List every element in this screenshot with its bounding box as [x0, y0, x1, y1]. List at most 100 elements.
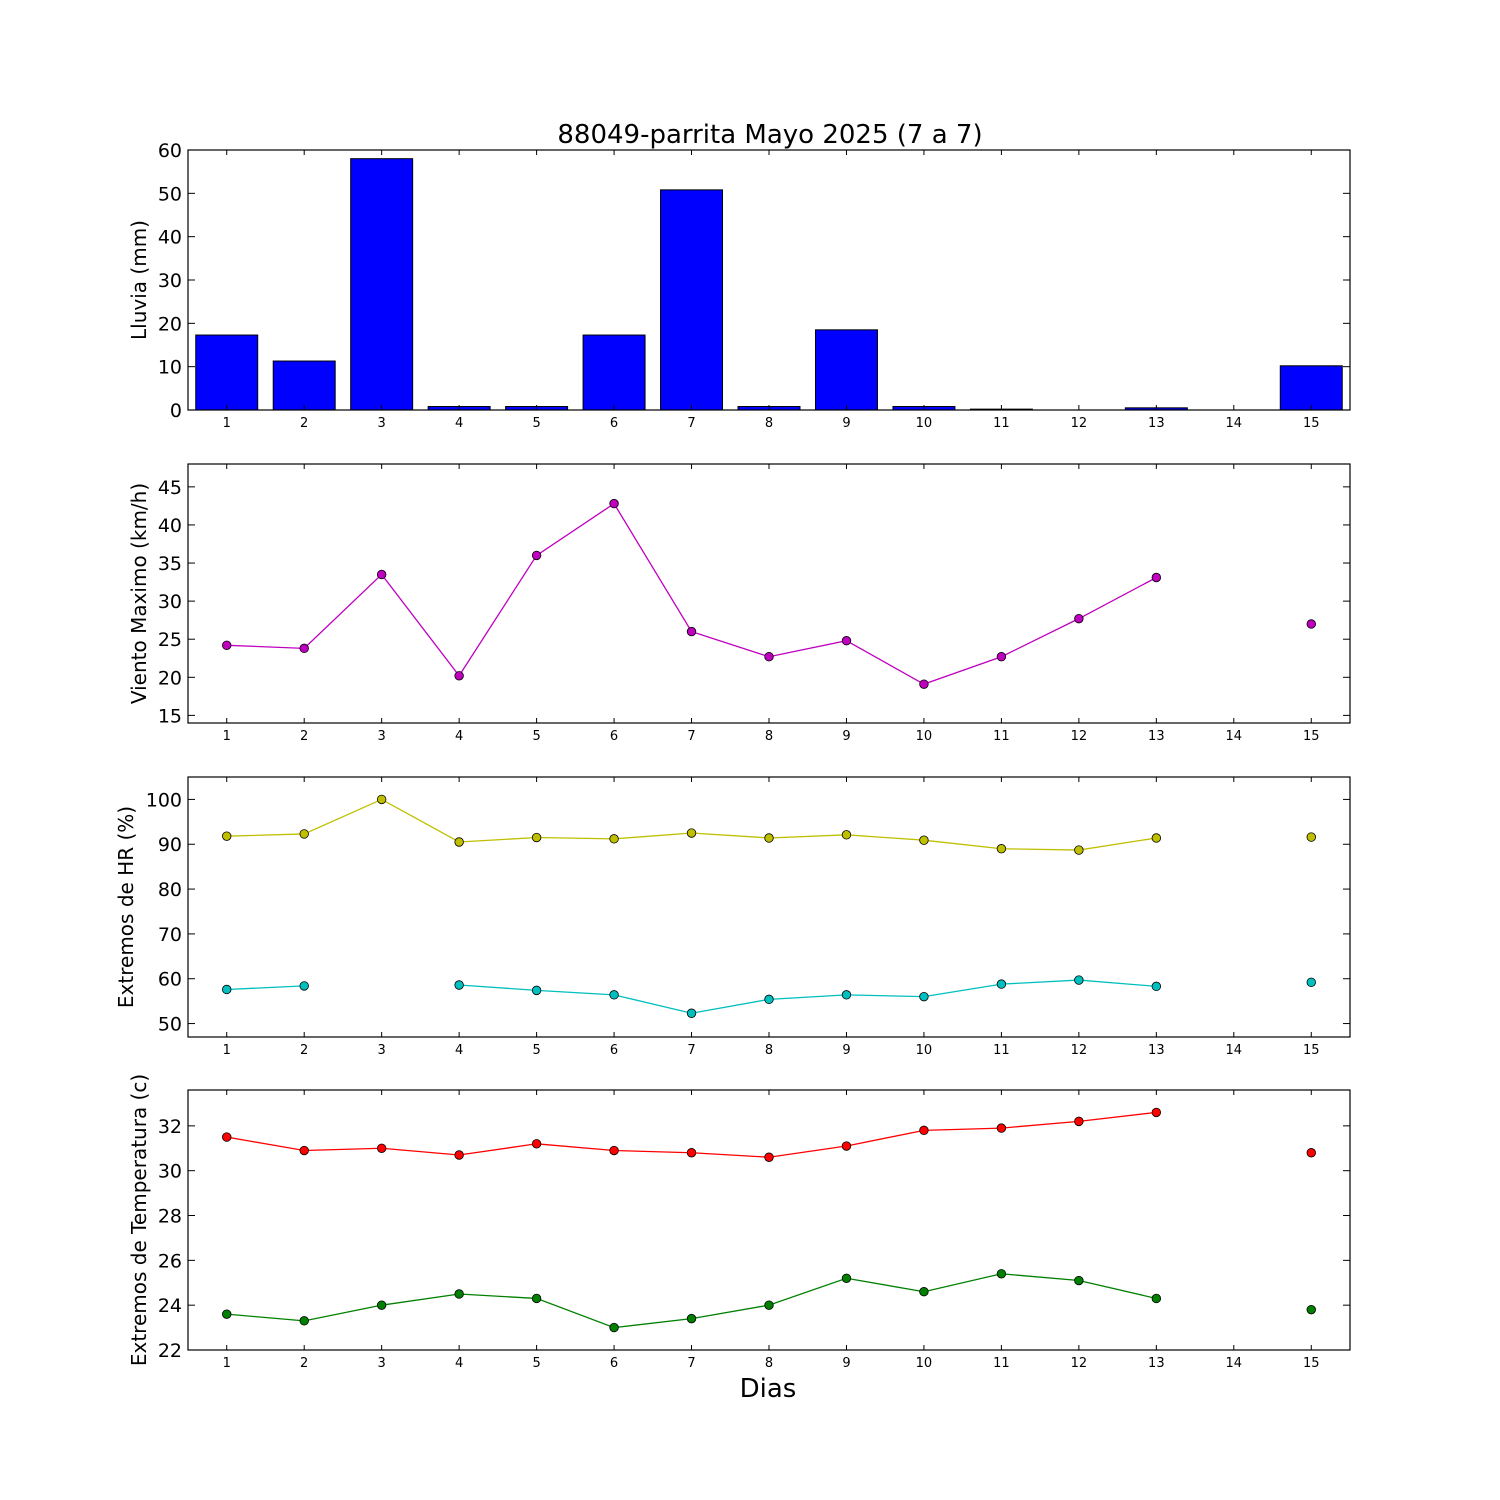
- rain-xtick-label: 10: [916, 416, 933, 431]
- rain-ytick-label: 40: [158, 227, 182, 249]
- humidity-series-0-point-day-6: [609, 834, 619, 844]
- humidity-series-1-point-day-7: [686, 1008, 697, 1018]
- wind-xtick-label: 11: [993, 729, 1010, 744]
- rain-bar-day-3: [350, 158, 414, 411]
- wind-series-0-point-day-3: [376, 569, 387, 580]
- temperature-xtick-label: 13: [1148, 1356, 1165, 1371]
- rain-ytick-label: 20: [158, 313, 182, 335]
- wind-series-0-point-day-4: [454, 671, 464, 681]
- temperature-xtick-label: 8: [765, 1356, 773, 1371]
- temperature-series-0-point-day-8: [764, 1152, 774, 1162]
- temperature-y-axis-label: Extremos de Temperatura (c): [127, 1074, 151, 1366]
- rain-xtick-label: 9: [842, 416, 850, 431]
- humidity-ytick-label: 50: [158, 1014, 182, 1036]
- temperature-series-0-point-day-3: [376, 1143, 387, 1153]
- rain-xtick-label: 8: [765, 416, 773, 431]
- temperature-xtick-label: 14: [1226, 1356, 1243, 1371]
- wind-series-0-point-day-5: [531, 550, 542, 561]
- humidity-series-1-point-day-2: [299, 981, 309, 991]
- temperature-series-1-point-day-15: [1306, 1304, 1316, 1315]
- temperature-series-1-point-day-10: [919, 1287, 929, 1297]
- temperature-series-1-point-day-5: [531, 1293, 542, 1304]
- humidity-series-0-point-day-9: [841, 830, 852, 840]
- temperature-series-0-point-day-9: [841, 1141, 852, 1151]
- wind-panel: 1 2 3 4 5 6 7 8 9 10 11 12 13 14 1515202530354045Vient…: [127, 463, 1351, 744]
- temperature-ytick-label: 28: [158, 1206, 182, 1228]
- humidity-series-1-point-day-13: [1151, 981, 1162, 992]
- x-axis-label: Dias: [740, 1374, 797, 1404]
- wind-series-0-point-day-13: [1151, 572, 1162, 583]
- rain-ytick-label: 30: [158, 270, 182, 292]
- humidity-series-0-point-day-11: [996, 844, 1007, 854]
- temperature-series-1-point-day-11: [996, 1269, 1007, 1279]
- humidity-series-1-point-day-5: [531, 985, 542, 996]
- wind-ytick-label: 20: [158, 667, 182, 689]
- humidity-series-0-point-day-10: [919, 835, 929, 845]
- temperature-panel: 1 2 3 4 5 6 7 8 9 10 11 12 13 14 15222426283032Extremo…: [127, 1074, 1351, 1371]
- rain-y-axis-label: Lluvia (mm): [127, 220, 151, 340]
- temperature-ytick-label: 32: [158, 1116, 182, 1138]
- wind-xtick-label: 15: [1303, 729, 1320, 744]
- temperature-ytick-label: 24: [158, 1295, 182, 1317]
- wind-series-0-point-day-2: [299, 643, 309, 654]
- temperature-xtick-label: 7: [687, 1356, 695, 1371]
- temperature-series-0-point-day-5: [531, 1139, 542, 1149]
- wind-xtick-label: 5: [532, 729, 540, 744]
- humidity-series-0-point-day-15: [1306, 832, 1316, 842]
- humidity-xtick-label: 4: [455, 1043, 463, 1058]
- temperature-series-1-point-day-3: [376, 1300, 387, 1310]
- humidity-series-1-line: [226, 985, 305, 991]
- wind-series-0-point-day-11: [996, 652, 1007, 662]
- temperature-series-1-point-day-9: [841, 1273, 852, 1283]
- humidity-series-1-point-day-1: [222, 984, 232, 995]
- rain-xtick-label: 15: [1303, 416, 1320, 431]
- temperature-xtick-label: 15: [1303, 1356, 1320, 1371]
- temperature-series-1-point-day-13: [1151, 1293, 1162, 1304]
- rain-xtick-label: 5: [532, 416, 540, 431]
- temperature-xtick-label: 12: [1071, 1356, 1088, 1371]
- humidity-xtick-label: 12: [1071, 1043, 1088, 1058]
- humidity-y-axis-label: Extremos de HR (%): [114, 806, 138, 1008]
- humidity-series-0-point-day-5: [531, 832, 542, 843]
- wind-xtick-label: 14: [1226, 729, 1243, 744]
- humidity-series-1-point-day-12: [1074, 975, 1084, 985]
- humidity-ytick-label: 100: [146, 789, 182, 811]
- wind-y-axis-label: Viento Maximo (km/h): [127, 483, 151, 704]
- temperature-series-0-point-day-1: [222, 1132, 232, 1142]
- rain-xtick-label: 2: [300, 416, 308, 431]
- humidity-series-1-line: [459, 979, 1157, 1014]
- wind-ytick-label: 30: [158, 591, 182, 613]
- humidity-series-0-point-day-2: [299, 829, 309, 839]
- humidity-series-0-point-day-13: [1151, 833, 1162, 843]
- temperature-xtick-label: 6: [610, 1356, 618, 1371]
- humidity-xtick-label: 13: [1148, 1043, 1165, 1058]
- humidity-series-0-point-day-3: [376, 794, 387, 805]
- humidity-xtick-label: 8: [765, 1043, 773, 1058]
- wind-series-0-point-day-8: [764, 652, 774, 662]
- humidity-xtick-label: 11: [993, 1043, 1010, 1058]
- wind-xtick-label: 13: [1148, 729, 1165, 744]
- humidity-xtick-label: 6: [610, 1043, 618, 1058]
- wind-ytick-label: 35: [158, 553, 182, 575]
- humidity-xtick-label: 3: [378, 1043, 386, 1058]
- temperature-xtick-label: 3: [378, 1356, 386, 1371]
- wind-xtick-label: 8: [765, 729, 773, 744]
- wind-series-0-point-day-15: [1306, 619, 1316, 629]
- temperature-series-0-point-day-2: [299, 1145, 309, 1156]
- rain-xtick-label: 3: [378, 416, 386, 431]
- humidity-ytick-label: 80: [158, 879, 182, 901]
- wind-series-0-point-day-6: [609, 498, 619, 509]
- rain-bar-day-6: [582, 334, 646, 411]
- figure-title: 88049-parrita Mayo 2025 (7 a 7): [557, 120, 982, 150]
- rain-ytick-label: 50: [158, 183, 182, 205]
- humidity-xtick-label: 15: [1303, 1043, 1320, 1058]
- humidity-series-0-point-day-12: [1074, 845, 1084, 855]
- temperature-series-0-point-day-7: [686, 1148, 697, 1158]
- rain-ytick-label: 0: [170, 400, 182, 422]
- humidity-xtick-label: 14: [1226, 1043, 1243, 1058]
- rain-bar-day-15: [1279, 365, 1343, 411]
- wind-xtick-label: 1: [223, 729, 231, 744]
- wind-xtick-label: 9: [842, 729, 850, 744]
- temperature-xtick-label: 4: [455, 1356, 463, 1371]
- humidity-xtick-label: 2: [300, 1043, 308, 1058]
